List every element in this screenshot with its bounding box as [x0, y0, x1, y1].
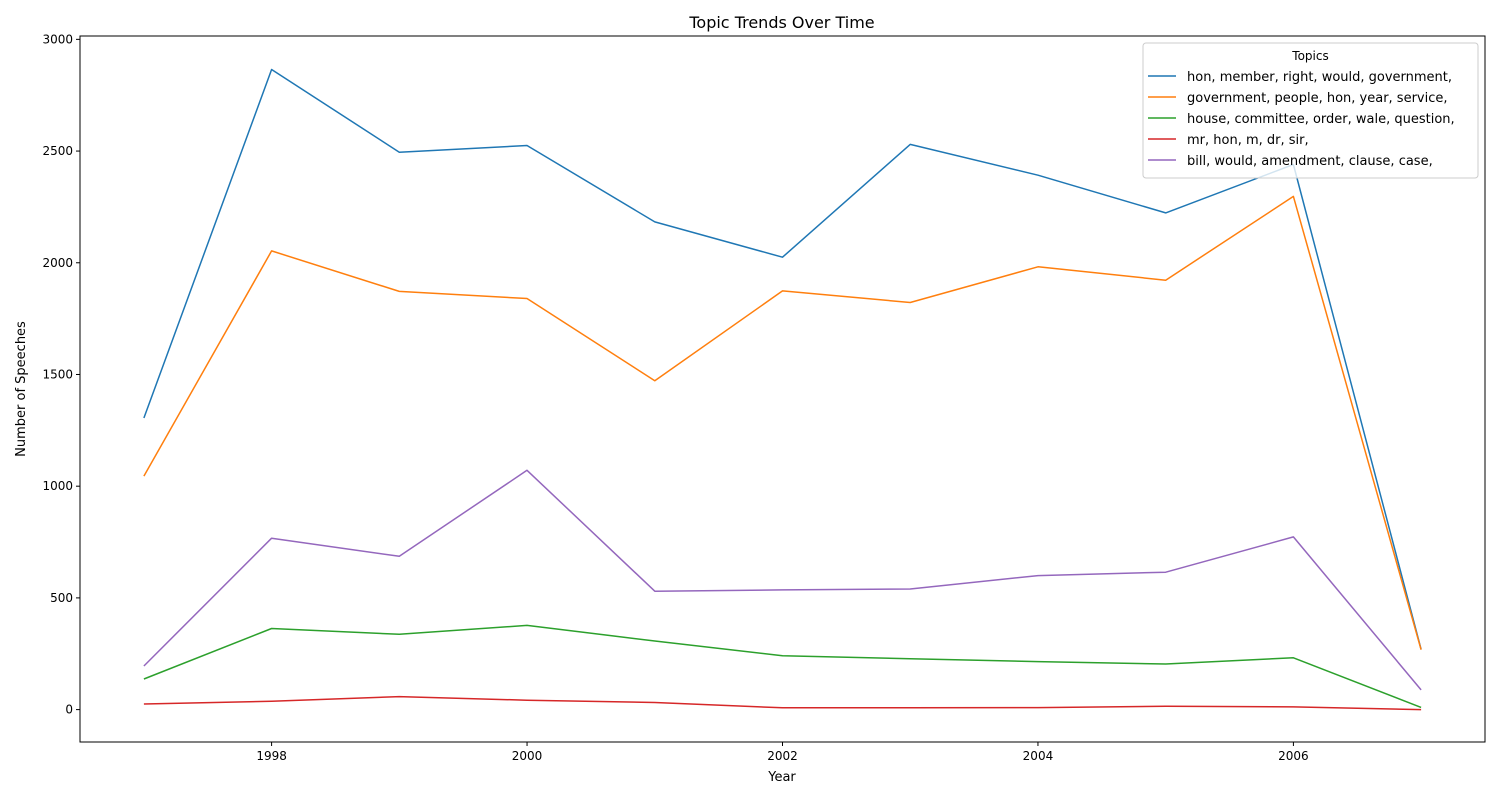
plot-frame [79, 35, 1486, 743]
legend-label-5: bill, would, amendment, clause, case, [1187, 154, 1433, 169]
x-axis-label: Year [767, 770, 796, 785]
legend-label-1: hon, member, right, would, government, [1187, 70, 1452, 85]
y-tick-label: 0 [65, 703, 73, 717]
y-axis-label: Number of Speeches [14, 321, 29, 457]
x-tick-label: 2004 [1023, 749, 1054, 763]
series-line-4 [143, 695, 1422, 711]
series-line-2 [143, 195, 1422, 650]
x-tick-label: 1998 [256, 749, 287, 763]
series-line-1 [143, 68, 1422, 650]
y-tick-label: 1000 [42, 479, 73, 493]
x-tick-label: 2002 [767, 749, 798, 763]
x-tick-label: 2000 [512, 749, 543, 763]
series-layer [143, 68, 1422, 711]
y-tick-label: 1500 [42, 367, 73, 381]
x-tick-label: 2006 [1278, 749, 1309, 763]
legend: Topics hon, member, right, would, governm… [1142, 42, 1479, 179]
chart-title: Topic Trends Over Time [688, 13, 874, 32]
legend-label-3: house, committee, order, wale, question, [1187, 112, 1455, 127]
y-tick-label: 500 [50, 591, 73, 605]
y-tick-label: 3000 [42, 32, 73, 46]
y-tick-label: 2500 [42, 144, 73, 158]
legend-label-4: mr, hon, m, dr, sir, [1187, 133, 1309, 148]
series-line-5 [143, 469, 1422, 691]
series-line-3 [143, 624, 1422, 709]
legend-label-2: government, people, hon, year, service, [1187, 91, 1448, 106]
y-tick-label: 2000 [42, 256, 73, 270]
legend-title: Topics [1291, 49, 1328, 63]
axes-layer: 1998 2000 2002 2004 2006 0 500 1000 1500 2000 2500… [42, 32, 1308, 763]
legend-box [1142, 42, 1479, 179]
